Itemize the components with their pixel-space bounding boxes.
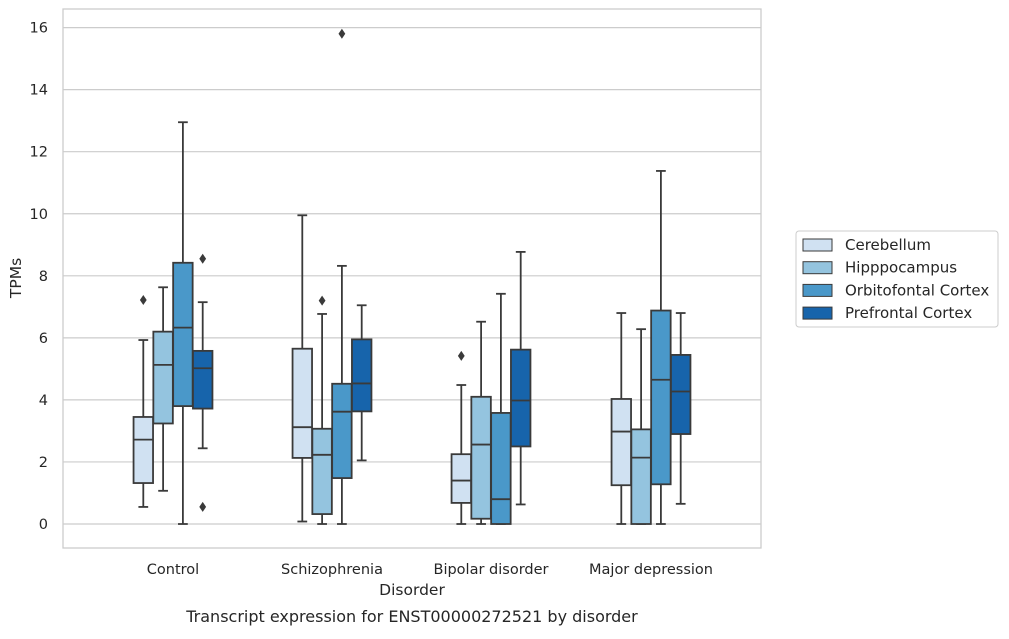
y-tick-label: 0 bbox=[39, 517, 48, 533]
y-tick-labels: 0 2 4 6 8 10 12 14 16 bbox=[30, 21, 48, 533]
outlier-point bbox=[199, 501, 207, 512]
outlier-point bbox=[457, 350, 465, 361]
box-iqr bbox=[192, 349, 214, 410]
legend-label: Prefrontal Cortex bbox=[845, 304, 972, 322]
box-iqr bbox=[470, 395, 492, 520]
x-tick-label: Schizophrenia bbox=[281, 562, 383, 578]
box-iqr bbox=[510, 348, 532, 448]
legend-label: Orbitofontal Cortex bbox=[845, 281, 989, 299]
x-tick-label: Bipolar disorder bbox=[434, 562, 549, 578]
y-tick-label: 4 bbox=[39, 393, 48, 409]
box-1-2 bbox=[470, 320, 492, 525]
box-1-0 bbox=[152, 286, 174, 492]
outlier-point bbox=[199, 253, 207, 264]
x-tick-label: Control bbox=[147, 562, 199, 578]
box-1-1 bbox=[311, 295, 333, 525]
legend-swatch bbox=[802, 261, 833, 275]
box-2-3 bbox=[650, 170, 672, 525]
boxes bbox=[132, 28, 692, 525]
box-3-3 bbox=[670, 312, 692, 505]
box-iqr bbox=[152, 330, 174, 425]
box-1-3 bbox=[630, 328, 652, 525]
box-3-2 bbox=[510, 251, 532, 506]
box-0-2 bbox=[450, 350, 472, 525]
box-iqr bbox=[450, 453, 472, 504]
outlier-point bbox=[338, 28, 346, 39]
outlier-point bbox=[139, 294, 147, 305]
outlier-point bbox=[318, 295, 326, 306]
y-tick-label: 2 bbox=[39, 455, 48, 471]
legend-swatch bbox=[802, 306, 833, 320]
box-iqr bbox=[490, 412, 512, 525]
box-0-0 bbox=[132, 294, 154, 508]
box-iqr bbox=[291, 347, 313, 459]
box-iqr bbox=[610, 398, 632, 487]
legend-swatch bbox=[802, 238, 833, 252]
box-2-0 bbox=[172, 121, 194, 525]
y-tick-label: 6 bbox=[39, 331, 48, 347]
y-tick-label: 14 bbox=[30, 83, 48, 99]
y-tick-label: 12 bbox=[30, 145, 48, 161]
box-2-1 bbox=[331, 28, 353, 525]
legend: Cerebellum Hipppocampus Orbitofontal Corte… bbox=[795, 230, 999, 328]
box-3-0 bbox=[192, 253, 214, 512]
box-iqr bbox=[650, 309, 672, 486]
plot-frame bbox=[62, 8, 762, 549]
x-tick-labels: Control Schizophrenia Bipolar disorder Majo… bbox=[147, 562, 713, 578]
y-axis-label: TPMs bbox=[7, 258, 25, 299]
box-iqr bbox=[630, 428, 652, 525]
box-iqr bbox=[311, 427, 333, 515]
y-tick-label: 8 bbox=[39, 269, 48, 285]
y-tick-label: 16 bbox=[30, 21, 48, 37]
box-0-1 bbox=[291, 214, 313, 523]
legend-swatch bbox=[802, 283, 833, 297]
box-3-1 bbox=[351, 304, 373, 462]
box-iqr bbox=[132, 416, 154, 484]
legend-label: Hipppocampus bbox=[845, 259, 957, 277]
legend-items: Cerebellum Hipppocampus Orbitofontal Corte… bbox=[802, 236, 989, 322]
chart-caption: Transcript expression for ENST0000027252… bbox=[185, 607, 638, 626]
x-tick-label: Major depression bbox=[589, 562, 713, 578]
box-iqr bbox=[172, 261, 194, 408]
y-tick-label: 10 bbox=[30, 207, 48, 223]
box-iqr bbox=[670, 354, 692, 435]
x-axis-label: Disorder bbox=[379, 581, 445, 599]
box-iqr bbox=[331, 382, 353, 479]
box-iqr bbox=[351, 338, 373, 413]
legend-label: Cerebellum bbox=[845, 236, 931, 254]
legend-frame bbox=[795, 230, 999, 328]
box-2-2 bbox=[490, 292, 512, 525]
